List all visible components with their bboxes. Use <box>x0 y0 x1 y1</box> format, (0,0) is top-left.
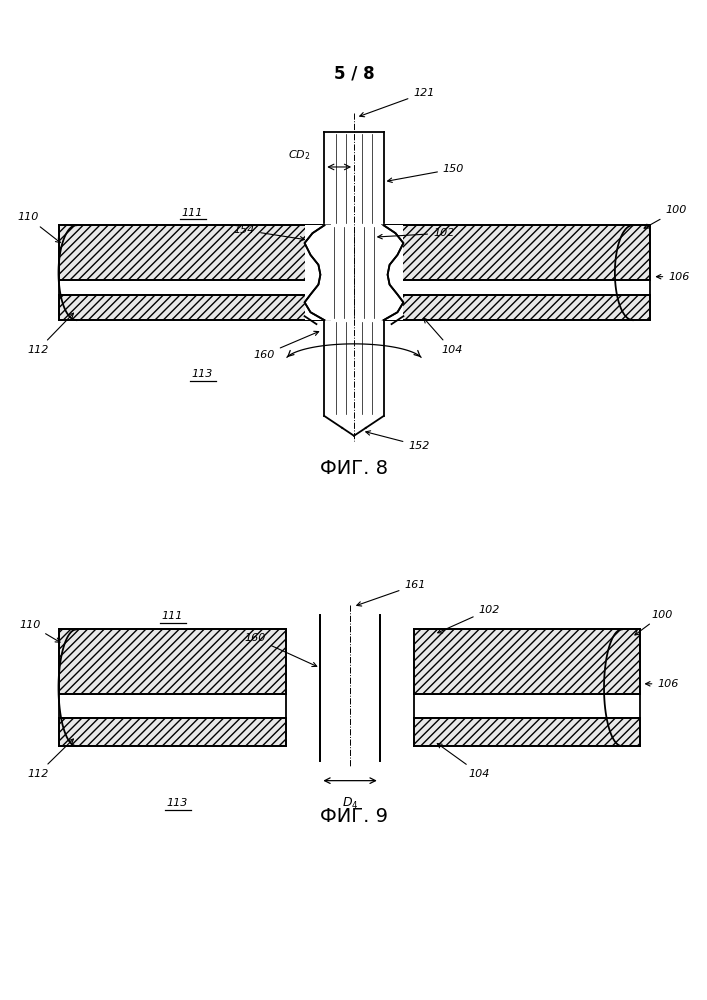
Text: 113: 113 <box>166 798 188 808</box>
Text: ФИГ. 9: ФИГ. 9 <box>320 807 388 826</box>
Bar <box>59 629 286 694</box>
Polygon shape <box>305 225 404 320</box>
Text: 113: 113 <box>191 369 213 379</box>
Text: 100: 100 <box>635 610 673 635</box>
Bar <box>382 295 650 320</box>
Text: 102: 102 <box>438 605 500 633</box>
Text: 154: 154 <box>234 225 305 241</box>
Bar <box>59 295 330 320</box>
Text: 111: 111 <box>181 208 203 218</box>
Text: ФИГ. 8: ФИГ. 8 <box>320 459 388 478</box>
Text: 106: 106 <box>657 272 689 282</box>
Bar <box>382 225 650 280</box>
Text: 152: 152 <box>366 431 430 451</box>
Bar <box>320 615 380 761</box>
Text: 100: 100 <box>644 205 686 228</box>
Text: 112: 112 <box>28 313 74 355</box>
Text: 160: 160 <box>254 331 319 360</box>
Bar <box>59 718 286 746</box>
Bar <box>305 225 404 320</box>
Text: 104: 104 <box>424 318 462 355</box>
Text: $CD_2$: $CD_2$ <box>288 148 311 162</box>
Text: 102: 102 <box>378 228 455 239</box>
Text: 161: 161 <box>357 580 426 606</box>
Text: 110: 110 <box>19 620 60 642</box>
Text: 5 / 8: 5 / 8 <box>334 64 374 82</box>
Text: 150: 150 <box>387 164 464 182</box>
Text: 121: 121 <box>360 88 435 117</box>
Bar <box>59 225 330 280</box>
Text: 112: 112 <box>28 739 74 779</box>
Text: 110: 110 <box>18 212 60 243</box>
Text: 104: 104 <box>438 743 490 779</box>
Text: 111: 111 <box>161 611 183 621</box>
Text: $D_4$: $D_4$ <box>341 795 358 811</box>
Bar <box>414 629 640 694</box>
Bar <box>414 718 640 746</box>
Text: 106: 106 <box>645 679 679 689</box>
Text: 160: 160 <box>245 633 317 667</box>
